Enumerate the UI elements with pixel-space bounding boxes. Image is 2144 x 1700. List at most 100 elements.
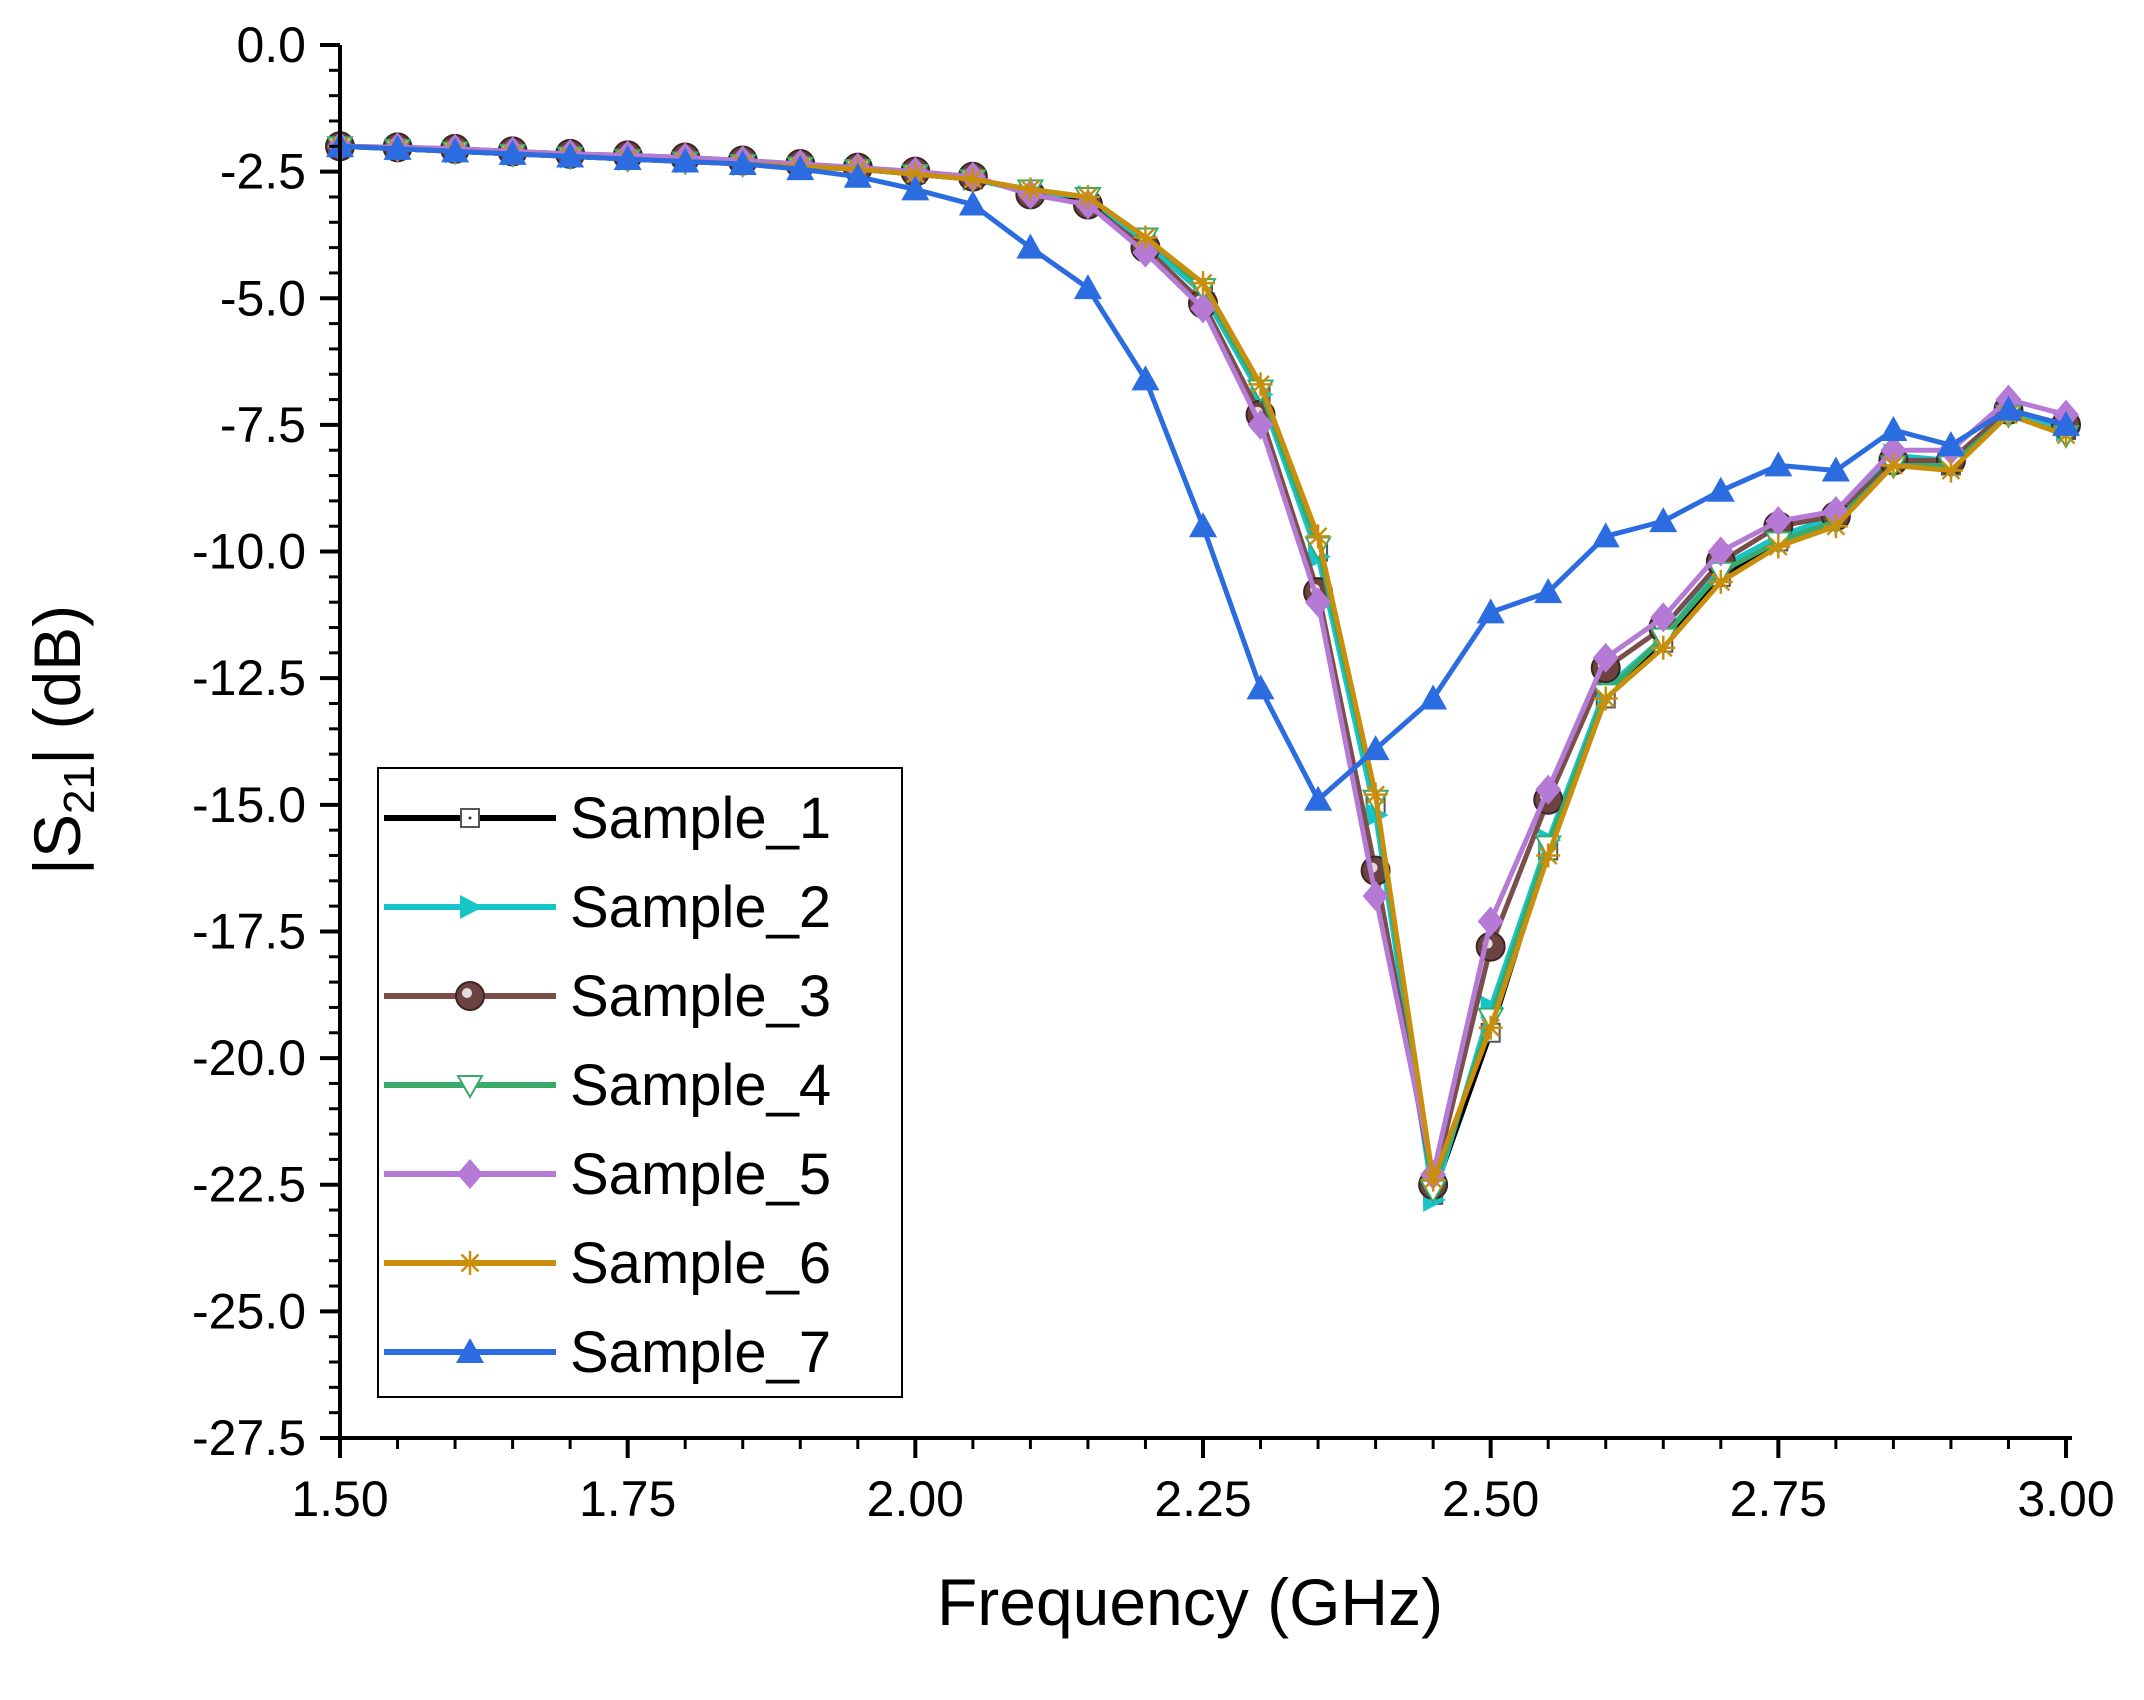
data-point-Sample_6 xyxy=(1018,177,1043,202)
data-point-Sample_7 xyxy=(1764,451,1793,477)
data-point-Sample_5 xyxy=(1362,880,1389,911)
axis-tick-labels: 1.50 1.75 2.00 2.25 2.50 2.75 3.00 0.0 -2.5 -5.0 -… xyxy=(192,17,2115,1527)
data-point-Sample_6 xyxy=(1306,524,1331,549)
data-point-Sample_7 xyxy=(1649,507,1678,533)
legend-item: Sample_1 xyxy=(384,786,831,851)
data-point-Sample_7 xyxy=(613,144,642,170)
data-point-Sample_5 xyxy=(1305,587,1332,618)
x-tick-label: 2.50 xyxy=(1442,1471,1539,1527)
y-axis-title: |S21| (dB) xyxy=(20,605,104,875)
data-point-Sample_7 xyxy=(383,134,412,160)
x-tick-label: 1.75 xyxy=(579,1471,676,1527)
data-point-Sample_7 xyxy=(1131,365,1160,391)
data-point-Sample_6 xyxy=(1421,1167,1446,1192)
data-point-Sample_7 xyxy=(1591,522,1620,548)
legend-marker xyxy=(460,895,483,919)
legend-items: Sample_1 Sample_2 Sample_3 Sample_4 Sample_5… xyxy=(384,786,831,1385)
data-point-Sample_7 xyxy=(1361,735,1390,761)
legend-marker xyxy=(458,1251,482,1275)
y-tick-label: -2.5 xyxy=(220,144,306,200)
legend-label: Sample_4 xyxy=(570,1053,831,1118)
data-point-Sample_7 xyxy=(556,142,585,168)
data-point-Sample_6 xyxy=(1133,225,1158,250)
y-axis-title-suffix: | (dB) xyxy=(20,605,94,765)
data-point-Sample_7 xyxy=(441,137,470,163)
y-tick-label: -12.5 xyxy=(192,650,306,706)
legend-label: Sample_1 xyxy=(570,786,831,851)
y-tick-label: -22.5 xyxy=(192,1157,306,1213)
x-axis-title: Frequency (GHz) xyxy=(937,1565,1443,1639)
legend-label: Sample_6 xyxy=(570,1231,831,1296)
legend-marker xyxy=(457,1159,483,1189)
y-tick-label: -27.5 xyxy=(192,1410,306,1466)
data-point-Sample_6 xyxy=(1823,514,1848,539)
data-point-Sample_7 xyxy=(901,175,930,201)
data-point-Sample_7 xyxy=(1246,674,1275,700)
legend-marker xyxy=(456,1075,484,1100)
data-point-Sample_7 xyxy=(843,162,872,188)
data-point-Sample_6 xyxy=(903,162,928,187)
data-point-Sample_7 xyxy=(1189,512,1217,538)
series-line-Sample_7 xyxy=(339,143,2067,803)
data-point-Sample_6 xyxy=(1248,372,1273,397)
data-point-Sample_6 xyxy=(1766,534,1791,559)
data-point-Sample_6 xyxy=(1881,453,1906,478)
data-point-Sample_7 xyxy=(2052,410,2080,436)
data-point-Sample_7 xyxy=(1419,684,1448,710)
data-point-Sample_6 xyxy=(1593,686,1618,711)
data-point-Sample_7 xyxy=(1476,598,1505,624)
axis-ticks xyxy=(320,43,2068,1458)
legend-item: Sample_4 xyxy=(384,1053,831,1118)
y-tick-label: 0.0 xyxy=(236,17,306,73)
data-point-Sample_5 xyxy=(1592,642,1619,673)
data-point-Sample_6 xyxy=(1191,271,1215,296)
legend: Sample_1 Sample_2 Sample_3 Sample_4 Sample_5… xyxy=(377,767,903,1398)
data-point-Sample_7 xyxy=(1706,476,1735,502)
data-point-Sample_5 xyxy=(1477,906,1504,937)
plot-series-group xyxy=(325,131,2081,1212)
y-tick-label: -25.0 xyxy=(192,1283,306,1339)
x-tick-label: 2.75 xyxy=(1730,1471,1827,1527)
data-point-Sample_6 xyxy=(1363,782,1388,807)
data-point-Sample_7 xyxy=(1534,578,1563,604)
y-tick-label: -15.0 xyxy=(192,777,306,833)
data-point-Sample_5 xyxy=(1535,774,1562,805)
data-point-Sample_7 xyxy=(1016,233,1045,259)
x-tick-label: 2.00 xyxy=(867,1471,964,1527)
x-tick-label: 2.25 xyxy=(1154,1471,1251,1527)
data-point-Sample_7 xyxy=(498,139,527,165)
data-point-Sample_6 xyxy=(1536,843,1561,868)
data-point-Sample_5 xyxy=(1707,536,1734,567)
legend-label: Sample_2 xyxy=(570,875,831,940)
y-axis-title-subscript: 21 xyxy=(55,765,104,814)
y-tick-label: -7.5 xyxy=(220,397,306,453)
y-tick-label: -20.0 xyxy=(192,1030,306,1086)
legend-marker xyxy=(460,808,480,828)
data-point-Sample_6 xyxy=(1478,1015,1503,1040)
legend-marker xyxy=(455,981,485,1011)
data-point-Sample_6 xyxy=(1938,458,1963,483)
data-point-Sample_6 xyxy=(1651,635,1676,660)
data-point-Sample_5 xyxy=(1190,293,1216,324)
legend-label: Sample_7 xyxy=(570,1320,831,1385)
data-point-Sample_6 xyxy=(1708,569,1733,594)
y-axis-title-prefix: |S xyxy=(20,814,94,875)
data-point-Sample_7 xyxy=(1936,431,1965,457)
data-point-Sample_7 xyxy=(1879,415,1908,441)
data-point-Sample_6 xyxy=(960,167,985,192)
y-tick-label: -17.5 xyxy=(192,903,306,959)
data-point-Sample_7 xyxy=(1073,274,1102,300)
data-point-Sample_5 xyxy=(1765,506,1792,537)
y-tick-label: -10.0 xyxy=(192,524,306,580)
data-point-Sample_7 xyxy=(1304,785,1333,811)
legend-label: Sample_5 xyxy=(570,1142,831,1207)
y-tick-label: -5.0 xyxy=(220,270,306,326)
data-point-Sample_7 xyxy=(1994,395,2023,421)
data-point-Sample_5 xyxy=(1247,409,1274,440)
legend-item: Sample_7 xyxy=(384,1320,831,1385)
legend-label: Sample_3 xyxy=(570,964,831,1029)
x-tick-label: 1.50 xyxy=(291,1471,388,1527)
legend-item: Sample_5 xyxy=(384,1142,831,1207)
data-point-Sample_7 xyxy=(958,190,987,216)
